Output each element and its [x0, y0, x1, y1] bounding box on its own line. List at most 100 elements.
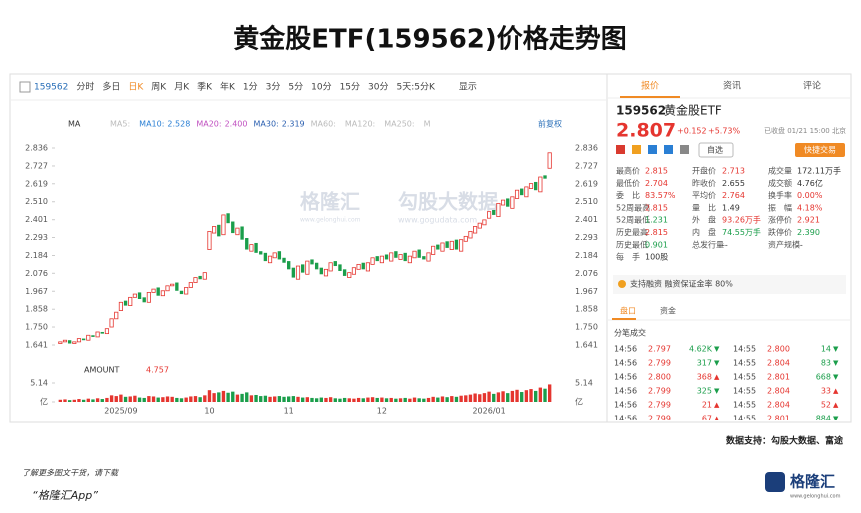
- field-label: 成交额: [768, 178, 792, 188]
- candle-body: [72, 341, 77, 344]
- volume-bar: [147, 396, 151, 402]
- trade-time: 14:56: [614, 415, 637, 424]
- trade-direction: ▼: [833, 415, 839, 423]
- toolbar-item[interactable]: 年K: [220, 81, 236, 93]
- volume-bar: [547, 384, 552, 402]
- volume-bar: [235, 394, 240, 402]
- candle-body: [506, 198, 510, 207]
- candle-body: [543, 175, 547, 179]
- trade-price: 2.804: [767, 359, 790, 368]
- candle-body: [384, 254, 389, 260]
- toolbar-item[interactable]: 周K: [151, 82, 167, 93]
- volume-bar: [184, 397, 188, 402]
- volume-bar: [384, 398, 389, 402]
- candle-body: [389, 252, 394, 262]
- toolbar-item[interactable]: 月K: [174, 82, 190, 93]
- volume-bar: [114, 396, 118, 402]
- volume-bar: [119, 394, 123, 402]
- volume-bar: [291, 396, 296, 402]
- toolbar-item[interactable]: 15分: [340, 82, 360, 93]
- trade-price: 2.799: [648, 415, 671, 424]
- candle-body: [440, 242, 445, 252]
- trade-volume: 21: [702, 401, 712, 410]
- page-title: 黄金股ETF(159562)价格走势图: [233, 24, 627, 55]
- trade-volume: 884: [816, 415, 831, 424]
- volume-bar: [510, 390, 515, 402]
- trade-volume: 317: [697, 359, 712, 368]
- field-label: 振 幅: [768, 202, 792, 212]
- trade-price: 2.804: [767, 387, 790, 396]
- candle-body: [179, 290, 184, 295]
- toolbar-item[interactable]: 5分: [288, 82, 303, 93]
- watermark: www.gelonghui.com: [300, 217, 361, 224]
- field-value: 2.704: [645, 179, 668, 188]
- volume-bar: [95, 398, 100, 402]
- trade-direction: ▲: [833, 387, 839, 395]
- volume-bar: [263, 395, 268, 402]
- change-pct: +5.73%: [708, 127, 741, 136]
- field-value: 4.18%: [797, 203, 823, 212]
- volume-bar: [123, 396, 128, 402]
- volume-bar: [478, 394, 482, 402]
- indicator-label: MA20:: [196, 120, 221, 129]
- trade-direction: ▲: [714, 415, 720, 423]
- toolbar-item[interactable]: 分时: [76, 81, 94, 93]
- toolbar-item[interactable]: 5天:5分K: [396, 82, 435, 93]
- candle-body: [310, 259, 314, 265]
- volume-bar: [543, 388, 547, 402]
- volume-bar: [473, 393, 477, 402]
- volume-bar: [459, 395, 463, 402]
- field-value: 0.901: [645, 240, 668, 249]
- watch-button[interactable]: [698, 142, 734, 158]
- indicator-label: MA120:: [345, 120, 375, 129]
- toolbar-item[interactable]: 30分: [368, 82, 388, 93]
- icon: [664, 145, 673, 154]
- toolbar-item[interactable]: 日K: [128, 82, 144, 93]
- field-label: 内 盘: [692, 227, 716, 237]
- tab[interactable]: 评论: [803, 80, 821, 92]
- margin-box: [613, 275, 846, 294]
- x-tick-label: 12: [377, 407, 387, 416]
- icon: [616, 145, 625, 154]
- trade-button[interactable]: [795, 143, 845, 157]
- trade-volume: 668: [816, 373, 831, 382]
- trade-label: 快捷交易: [804, 145, 836, 155]
- toolbar-item[interactable]: 季K: [197, 81, 213, 93]
- volume-bar: [529, 389, 533, 402]
- candle-body: [58, 341, 63, 344]
- volume-bar: [63, 399, 67, 402]
- indicator-label: MA60:: [311, 120, 336, 129]
- trade-volume: 83: [821, 359, 831, 368]
- field-value: 1.49: [722, 203, 740, 212]
- tab[interactable]: 报价: [641, 80, 659, 92]
- volume-bar: [105, 397, 109, 402]
- icon: [632, 145, 641, 154]
- field-label: 52周最高: [616, 202, 650, 212]
- y-tick-label: 2.293: [575, 233, 598, 242]
- y-tick-label: 2.619: [575, 179, 598, 188]
- candle-body: [445, 241, 449, 248]
- trade-price: 2.797: [648, 345, 671, 354]
- volume-bar: [268, 396, 272, 402]
- trade-direction: ▲: [714, 401, 720, 409]
- candle-body: [104, 328, 110, 335]
- toolbar-item[interactable]: 1分: [243, 82, 258, 93]
- y-tick-label: 2.510: [25, 197, 48, 206]
- volume-bar: [142, 397, 146, 402]
- volume-bar: [534, 390, 538, 402]
- toolbar-item[interactable]: 多日: [102, 81, 120, 93]
- y-tick-label: 5.14: [575, 379, 593, 388]
- trade-price: 2.801: [767, 373, 790, 382]
- toolbar-item[interactable]: 10分: [311, 82, 331, 93]
- candle-body: [351, 267, 357, 275]
- stock-name: 黄金股ETF: [664, 103, 722, 118]
- watermark: 格隆汇: [300, 190, 360, 214]
- tab[interactable]: 资讯: [723, 81, 741, 92]
- field-value: 2.815: [645, 228, 668, 237]
- toolbar-item[interactable]: 3分: [266, 82, 281, 93]
- trade-volume: 368: [697, 373, 712, 382]
- toolbar-item[interactable]: 显示: [459, 82, 477, 93]
- toolbar-item[interactable]: 159562: [34, 83, 68, 93]
- candle-body: [496, 202, 501, 217]
- field-value: 2.815: [645, 203, 668, 212]
